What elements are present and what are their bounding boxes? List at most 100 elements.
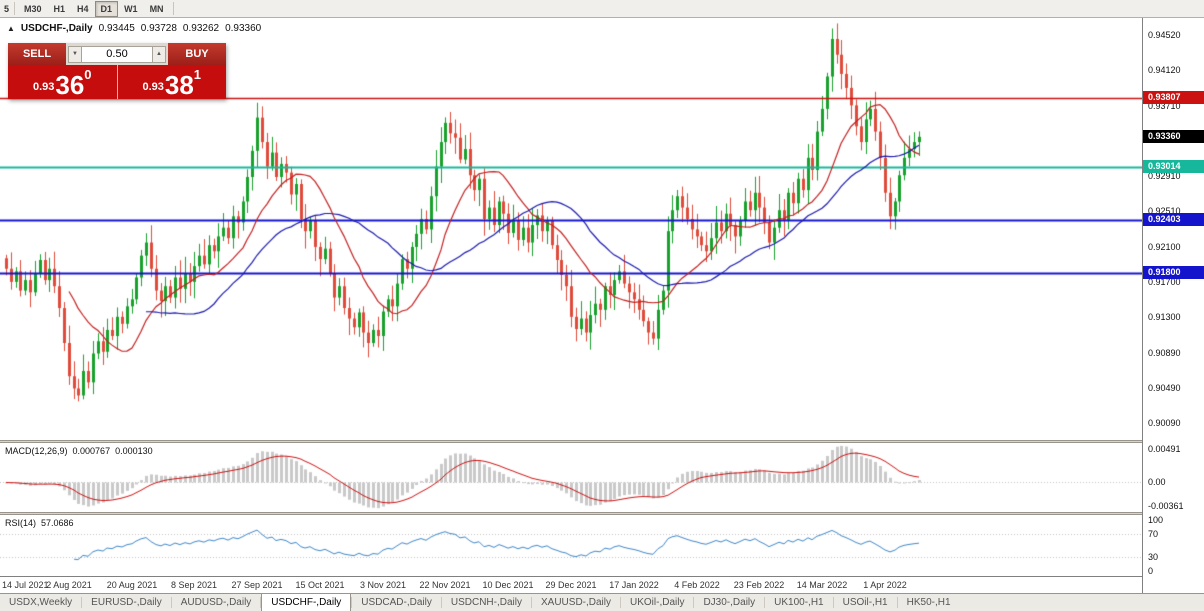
price-axis[interactable]: 0.94520 0.94120 0.93710 0.92910 0.92510 0.921…	[1142, 18, 1204, 593]
macd-axis-label: 0.00491	[1148, 444, 1181, 454]
tab-usdcnh-daily[interactable]: USDCNH-,Daily	[450, 597, 522, 608]
tab-separator	[832, 597, 834, 608]
tab-ukoil-daily[interactable]: UKOil-,Daily	[630, 597, 685, 608]
macd-signal-value: 0.000130	[115, 446, 153, 456]
support-line-blue-upper-price-tag: 0.92403	[1143, 213, 1204, 226]
date-label: 29 Dec 2021	[545, 580, 597, 590]
chart-high-value: 0.93728	[140, 23, 177, 34]
tab-usoil-h1[interactable]: USOil-,H1	[842, 597, 888, 608]
tab-separator	[81, 597, 83, 608]
macd-header: MACD(12,26,9) 0.000767 0.000130	[5, 446, 153, 456]
price-axis-label: 0.94520	[1148, 30, 1181, 40]
resistance-line-price-tag: 0.93807	[1143, 91, 1204, 104]
price-axis-label: 0.90890	[1148, 348, 1181, 358]
toolbar-separator	[14, 2, 15, 15]
trade-panel-divider	[116, 65, 118, 99]
panel-splitter[interactable]	[0, 440, 1204, 443]
chart-low-value: 0.93262	[182, 23, 220, 34]
panel-splitter[interactable]	[0, 512, 1204, 515]
date-label: 22 Nov 2021	[419, 580, 471, 590]
chart-close-value: 0.93360	[225, 23, 262, 34]
timeframe-mn-button[interactable]: MN	[149, 3, 164, 14]
date-label: 14 Mar 2022	[796, 580, 848, 590]
price-axis-label: 0.90090	[1148, 418, 1181, 428]
chart-tab-bar: USDX,Weekly EURUSD-,Daily AUDUSD-,Daily USD…	[0, 593, 1204, 611]
toolbar-separator	[172, 2, 174, 15]
macd-main-value: 0.000767	[72, 446, 111, 456]
date-label: 27 Sep 2021	[231, 580, 283, 590]
price-axis-label: 0.93710	[1148, 101, 1181, 111]
timeframe-h4-button[interactable]: H4	[77, 3, 89, 14]
tab-usdcad-daily[interactable]: USDCAD-,Daily	[361, 597, 432, 608]
one-click-trading-panel: SELL ▼ 0.50 ▲ BUY 0.93 36 0 0.93 38 1	[8, 43, 226, 99]
volume-decrease-button[interactable]: ▼	[68, 45, 82, 63]
tab-audusd-daily[interactable]: AUDUSD-,Daily	[180, 597, 252, 608]
tab-uk100-h1[interactable]: UK100-,H1	[774, 597, 824, 608]
price-axis-label: 0.92910	[1148, 171, 1181, 181]
date-label: 20 Aug 2021	[106, 580, 158, 590]
macd-panel-canvas[interactable]	[0, 443, 1142, 512]
rsi-axis-label: 30	[1148, 552, 1159, 562]
current-price-tag: 0.93360	[1143, 130, 1204, 143]
timeframe-m30-button[interactable]: M30	[24, 3, 42, 14]
tab-usdchf-daily[interactable]: USDCHF-,Daily	[261, 594, 352, 611]
date-axis[interactable]: 14 Jul 2021 2 Aug 2021 20 Aug 2021 8 Sep 20…	[0, 576, 1142, 593]
volume-input[interactable]: 0.50	[82, 45, 152, 63]
price-axis-label: 0.90490	[1148, 383, 1181, 393]
sell-price-display[interactable]: 0.93 36 0	[8, 65, 117, 99]
tab-usdx-weekly[interactable]: USDX,Weekly	[9, 597, 73, 608]
rsi-axis-label: 100	[1148, 515, 1164, 525]
rsi-label: RSI(14)	[5, 518, 37, 528]
macd-axis-label: -0.00361	[1148, 501, 1184, 511]
support-line-teal-price-tag: 0.93014	[1143, 160, 1204, 173]
chart-open-value: 0.93445	[98, 23, 135, 34]
timeframe-partial[interactable]: 5	[3, 3, 9, 14]
tab-separator	[693, 597, 695, 608]
tab-xauusd-daily[interactable]: XAUUSD-,Daily	[540, 597, 611, 608]
tab-separator	[896, 597, 898, 608]
sell-price-prefix: 0.93	[32, 81, 55, 93]
price-axis-label: 0.91700	[1148, 277, 1181, 287]
buy-button[interactable]: BUY	[168, 43, 226, 65]
tab-eurusd-daily[interactable]: EURUSD-,Daily	[91, 597, 162, 608]
date-label: 14 Jul 2021	[2, 580, 49, 590]
timeframe-toolbar: 5 M30 H1 H4 D1 W1 MN	[0, 0, 1204, 18]
tab-separator	[620, 597, 621, 608]
price-axis-label: 0.92100	[1148, 242, 1181, 252]
timeframe-d1-button[interactable]: D1	[94, 0, 119, 17]
tab-separator	[170, 597, 172, 608]
date-label: 4 Feb 2022	[674, 580, 720, 590]
timeframe-h1-button[interactable]: H1	[53, 3, 66, 14]
macd-axis-label: 0.00	[1148, 477, 1166, 487]
buy-price-prefix: 0.93	[142, 81, 164, 93]
price-axis-label: 0.92510	[1148, 206, 1181, 216]
chart-header: ▲ USDCHF-,Daily 0.93445 0.93728 0.93262 …	[7, 23, 261, 34]
sell-price-big: 36	[55, 70, 85, 100]
rsi-panel-canvas[interactable]	[0, 515, 1142, 576]
timeframe-w1-button[interactable]: W1	[124, 3, 138, 14]
sell-button[interactable]: SELL	[8, 43, 66, 65]
price-axis-label: 0.91300	[1148, 312, 1181, 322]
date-label: 8 Sep 2021	[170, 580, 218, 590]
date-label: 15 Oct 2021	[295, 580, 345, 590]
buy-price-display[interactable]: 0.93 38 1	[118, 65, 227, 99]
tab-separator	[440, 597, 442, 608]
tab-dj30-daily[interactable]: DJ30-,Daily	[703, 597, 756, 608]
tab-separator	[764, 597, 766, 608]
macd-label: MACD(12,26,9)	[5, 446, 68, 456]
support-line-blue-lower-price-tag: 0.91800	[1143, 266, 1204, 279]
date-label: 2 Aug 2021	[46, 580, 92, 590]
chart-symbol-label: USDCHF-,Daily	[20, 23, 93, 34]
tab-separator	[530, 597, 532, 608]
rsi-axis-label: 0	[1148, 566, 1154, 576]
volume-increase-button[interactable]: ▲	[152, 45, 166, 63]
date-label: 23 Feb 2022	[733, 580, 785, 590]
date-label: 10 Dec 2021	[482, 580, 534, 590]
date-label: 1 Apr 2022	[863, 580, 907, 590]
trade-panel-toggle-icon[interactable]: ▲	[7, 24, 15, 33]
tab-hk50-h1[interactable]: HK50-,H1	[906, 597, 951, 608]
sell-price-pip: 0	[84, 67, 92, 82]
rsi-value: 57.0686	[41, 518, 74, 528]
price-axis-label: 0.94120	[1148, 65, 1181, 75]
